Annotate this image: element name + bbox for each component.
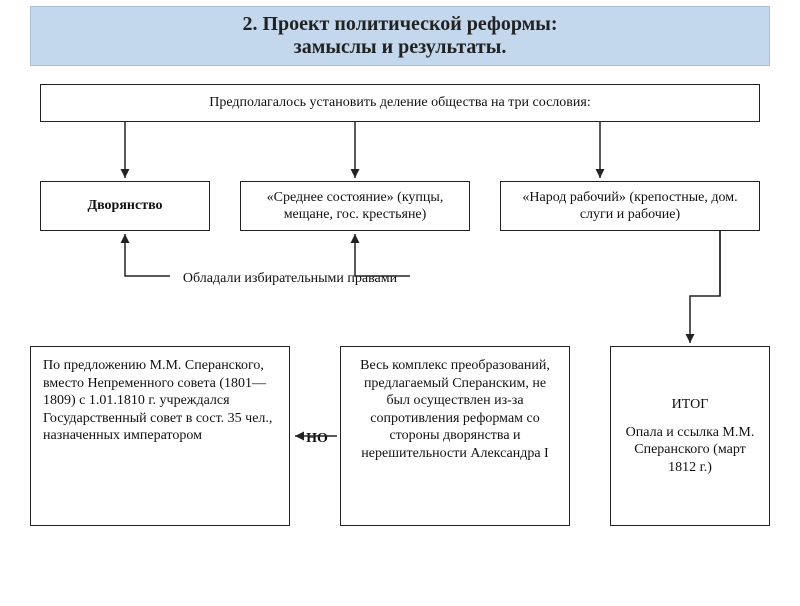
result-title: ИТОГ	[672, 396, 709, 414]
complex-text: Весь комплекс преобразований, предлагаем…	[360, 358, 550, 461]
but-label: НО	[302, 431, 332, 448]
header-line-1: 2. Проект политической реформы:	[41, 13, 759, 36]
voting-rights-label: Обладали избирательными правами	[130, 271, 450, 288]
result-box: ИТОГ Опала и ссылка М.М. Сперанского (ма…	[610, 346, 770, 526]
result-body: Опала и ссылка М.М. Сперанского (март 18…	[619, 424, 761, 477]
estate-workers-text: «Народ рабочий» (крепостные, дом. слуги …	[509, 189, 751, 224]
council-box: По предложению М.М. Сперанского, вместо …	[30, 346, 290, 526]
estate-dvor-box: Дворянство	[40, 181, 210, 231]
intro-box: Предполагалось установить деление общест…	[40, 84, 760, 122]
complex-box: Весь комплекс преобразований, предлагаем…	[340, 346, 570, 526]
slide-header: 2. Проект политической реформы: замыслы …	[30, 6, 770, 66]
diagram-canvas: Предполагалось установить деление общест…	[0, 66, 800, 586]
estate-middle-box: «Среднее состояние» (купцы, мещане, гос.…	[240, 181, 470, 231]
estate-dvor-text: Дворянство	[87, 197, 162, 215]
estate-workers-box: «Народ рабочий» (крепостные, дом. слуги …	[500, 181, 760, 231]
estate-middle-text: «Среднее состояние» (купцы, мещане, гос.…	[249, 189, 461, 224]
intro-text: Предполагалось установить деление общест…	[209, 94, 590, 112]
council-text: По предложению М.М. Сперанского, вместо …	[43, 358, 272, 443]
header-line-2: замыслы и результаты.	[41, 36, 759, 59]
